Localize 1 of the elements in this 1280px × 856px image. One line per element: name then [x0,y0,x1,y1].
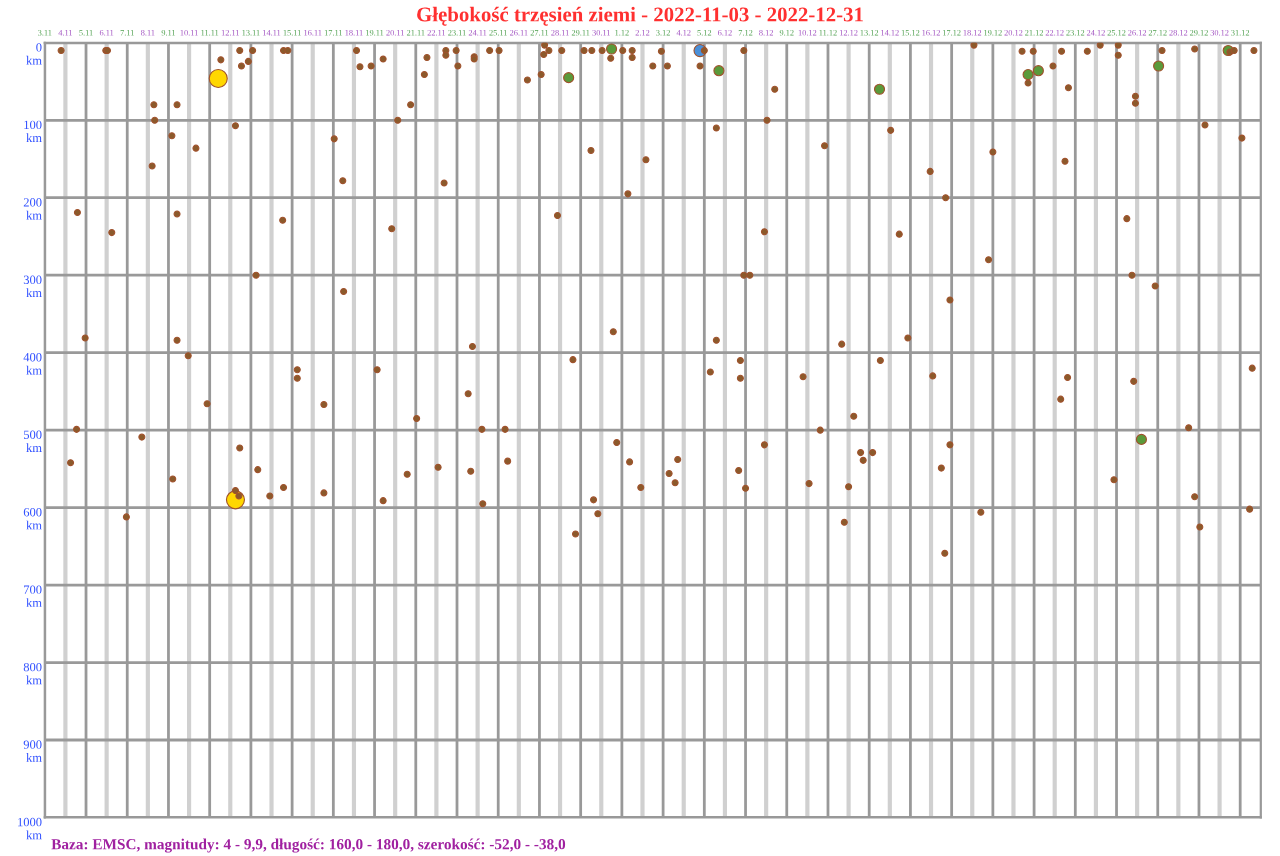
chart-title: Głębokość trzęsień ziemi - 2022-11-03 - 2022-12-31 [417,6,863,26]
